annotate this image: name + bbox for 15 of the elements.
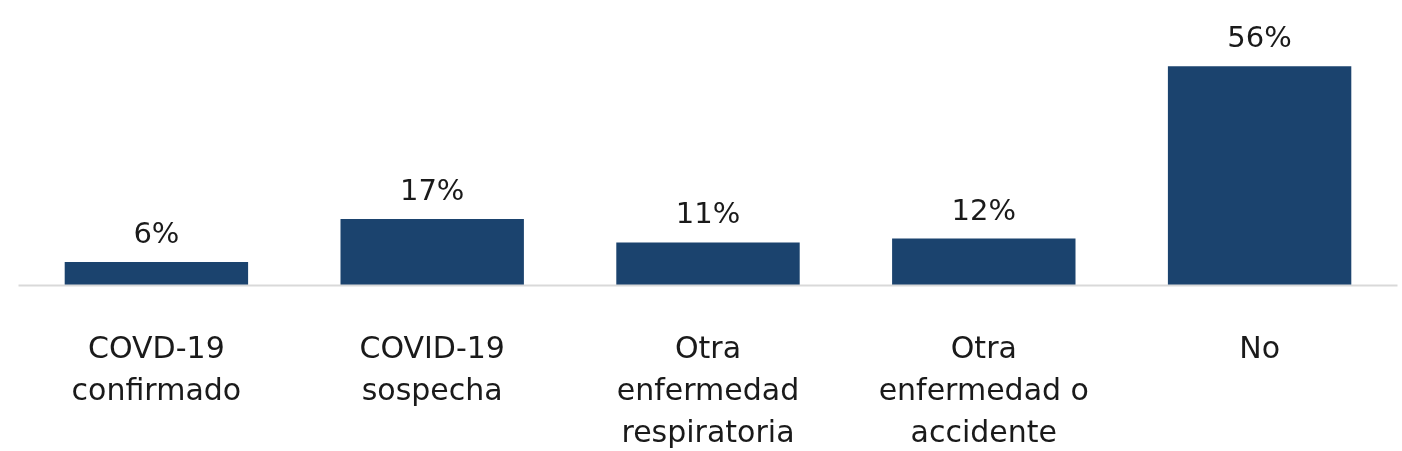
data-label: 12%	[951, 192, 1017, 227]
x-tick-label: No	[1239, 329, 1280, 365]
x-tick-label: Otra enfermedad respiratoria	[616, 329, 800, 449]
x-tick-label: COVD-19 confirmado	[71, 329, 242, 407]
data-label: 17%	[399, 172, 465, 207]
x-tick-label: COVID-19 sospecha	[359, 329, 505, 407]
bar	[340, 218, 524, 286]
x-tick-label: Otra enfermedad o accidente	[878, 329, 1089, 449]
bar	[1167, 66, 1352, 286]
data-label: 11%	[675, 196, 741, 231]
data-label: 6%	[133, 216, 180, 251]
bar	[892, 238, 1076, 286]
bar	[616, 242, 800, 286]
bar	[64, 262, 249, 286]
data-label: 56%	[1227, 20, 1292, 55]
